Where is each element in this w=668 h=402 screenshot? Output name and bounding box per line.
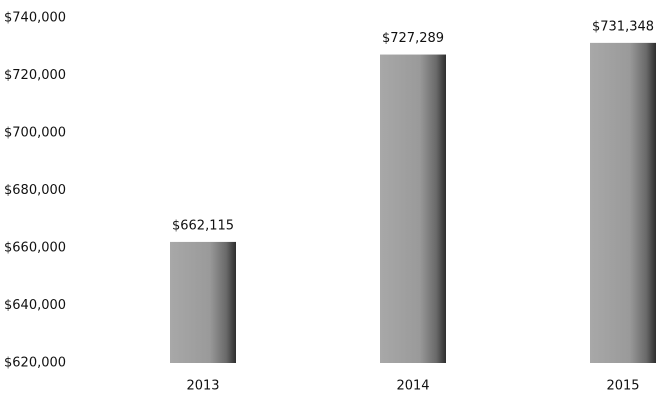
bar xyxy=(380,54,446,363)
x-tick-label: 2015 xyxy=(606,379,639,394)
bar xyxy=(170,241,236,363)
y-tick-label: $640,000 xyxy=(4,298,66,313)
y-tick-label: $740,000 xyxy=(4,11,66,26)
value-label: $731,348 xyxy=(592,19,654,34)
y-tick-label: $680,000 xyxy=(4,183,66,198)
y-tick-label: $620,000 xyxy=(4,356,66,371)
y-tick-label: $700,000 xyxy=(4,126,66,141)
bar xyxy=(590,42,656,363)
y-tick-label: $660,000 xyxy=(4,241,66,256)
value-label: $727,289 xyxy=(382,31,444,46)
x-tick-label: 2014 xyxy=(396,379,429,394)
value-label: $662,115 xyxy=(172,218,234,233)
x-tick-label: 2013 xyxy=(186,379,219,394)
y-tick-label: $720,000 xyxy=(4,68,66,83)
